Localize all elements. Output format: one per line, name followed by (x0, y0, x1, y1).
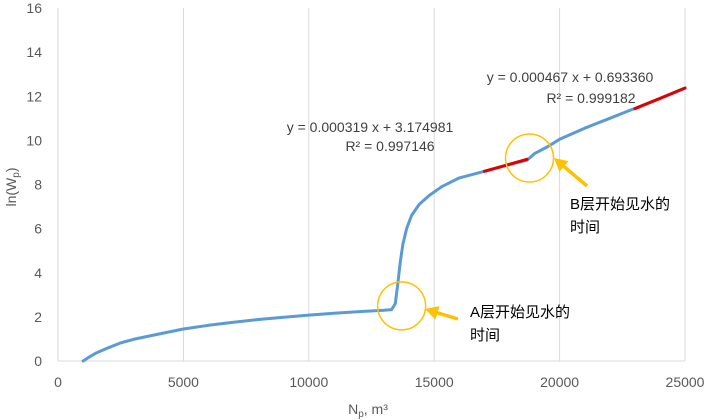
annotation-a-line2: 时间 (470, 327, 500, 344)
y-tick-label: 8 (34, 177, 42, 193)
marker-circle (504, 133, 555, 183)
y-tick-label: 2 (34, 309, 42, 325)
y-tick-label: 10 (26, 132, 42, 148)
y-tick-label: 4 (34, 265, 42, 281)
x-axis-title-sub: p (358, 409, 364, 420)
x-axis-title: Np, m³ (348, 401, 388, 420)
annotation-b-line1: B层开始见水的 (570, 196, 670, 213)
x-tick-label: 0 (54, 374, 62, 390)
x-axis-title-rest: , m³ (364, 401, 388, 417)
axis-layer (57, 8, 685, 362)
y-axis-title: ln(Wp) (3, 167, 22, 206)
fit-segment (633, 86, 687, 111)
x-axis-title-main: N (348, 401, 358, 417)
series-line (81, 86, 687, 363)
x-tick-label: 25000 (666, 374, 705, 390)
x-tick-label: 5000 (168, 374, 199, 390)
curve-layer (81, 86, 687, 363)
marker-arrow-head (554, 158, 569, 172)
marker-arrow-shaft (436, 311, 459, 321)
y-tick-label: 12 (26, 88, 42, 104)
fit-layer (482, 86, 687, 173)
fit-equation-1: y = 0.000319 x + 3.174981 (287, 119, 454, 135)
x-tick-label: 15000 (415, 374, 454, 390)
x-tick-label: 20000 (540, 374, 579, 390)
annotation-a-line1: A层开始见水的 (470, 304, 570, 321)
y-tick-label: 6 (34, 221, 42, 237)
x-tick-label: 10000 (289, 374, 328, 390)
y-tick-label: 14 (26, 44, 42, 60)
marker-arrow-head (425, 306, 440, 320)
annotation-b-line2: 时间 (570, 219, 600, 236)
fit-equation-2: y = 0.000467 x + 0.693360 (487, 69, 654, 85)
fit-r2-2: R² = 0.999182 (546, 90, 635, 106)
y-axis-title-main: ln(W (3, 177, 19, 207)
marker-circle (376, 281, 427, 331)
marker-layer (376, 133, 589, 331)
y-axis-title-rest: ) (3, 167, 19, 172)
y-axis-title-sub: p (11, 172, 22, 178)
y-tick-label: 0 (34, 353, 42, 369)
marker-arrow-shaft (562, 165, 589, 188)
tick-layer: 0 5000 10000 15000 20000 25000 0 2 4 6 8 10 12 14 16 (26, 0, 704, 390)
y-tick-label: 16 (26, 0, 42, 16)
grid-layer (182, 8, 686, 361)
fit-r2-1: R² = 0.997146 (345, 138, 434, 154)
fit-segment (482, 157, 529, 173)
